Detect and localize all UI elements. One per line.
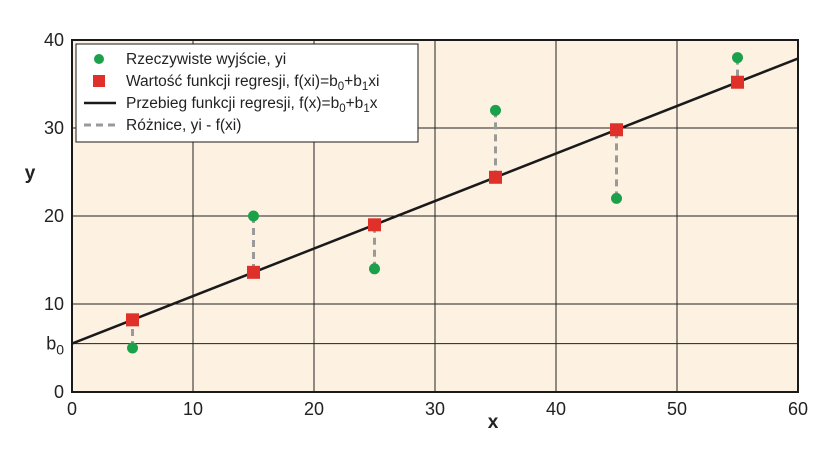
y-tick-label: 40 bbox=[44, 30, 64, 50]
y-axis-label: y bbox=[25, 163, 36, 184]
legend-label: Przebieg funkcji regresji, f(x)=b0+b1x bbox=[126, 95, 378, 115]
predicted-point bbox=[731, 75, 744, 89]
legend-box bbox=[75, 43, 419, 143]
legend-label: Wartość funkcji regresji, f(xi)=b0+b1xi bbox=[126, 73, 379, 93]
y-tick-label: 30 bbox=[44, 118, 64, 138]
predicted-point bbox=[489, 170, 502, 184]
x-tick-labels: 0 10 20 30 40 50 60 bbox=[67, 399, 808, 419]
x-tick-label: 0 bbox=[67, 399, 77, 419]
y-tick-labels: 0 10 20 30 40 b0 bbox=[44, 30, 64, 402]
y-tick-label: 20 bbox=[44, 206, 64, 226]
legend-marker-circle bbox=[94, 54, 104, 64]
x-tick-label: 20 bbox=[304, 399, 324, 419]
regression-line-group bbox=[72, 57, 798, 345]
actual-point bbox=[369, 263, 380, 275]
legend-label: Rzeczywiste wyjście, yi bbox=[126, 51, 286, 68]
actual-point bbox=[248, 210, 259, 222]
predicted-point bbox=[247, 265, 260, 279]
regression-line bbox=[72, 57, 798, 345]
y-tick-label-b0: b0 bbox=[46, 334, 64, 358]
x-tick-label: 10 bbox=[183, 399, 203, 419]
plot-frame bbox=[71, 39, 799, 393]
y-tick-label: 10 bbox=[44, 294, 64, 314]
x-tick-label: 40 bbox=[546, 399, 566, 419]
y-tick-label: 0 bbox=[54, 382, 64, 402]
x-tick-label: 60 bbox=[788, 399, 808, 419]
x-tick-label: 50 bbox=[667, 399, 687, 419]
predicted-point bbox=[610, 123, 623, 137]
predicted-point bbox=[126, 313, 139, 327]
data-points bbox=[126, 52, 744, 354]
legend: Rzeczywiste wyjście, yi Wartość funkcji r… bbox=[75, 43, 419, 143]
x-tick-label: 30 bbox=[425, 399, 445, 419]
actual-point bbox=[732, 52, 743, 64]
legend-marker-square bbox=[93, 75, 105, 87]
x-axis-label: x bbox=[488, 412, 499, 433]
actual-point bbox=[611, 192, 622, 204]
predicted-point bbox=[368, 218, 381, 232]
actual-point bbox=[127, 342, 138, 354]
actual-point bbox=[490, 104, 501, 116]
legend-label: Różnice, yi - f(xi) bbox=[126, 117, 241, 134]
